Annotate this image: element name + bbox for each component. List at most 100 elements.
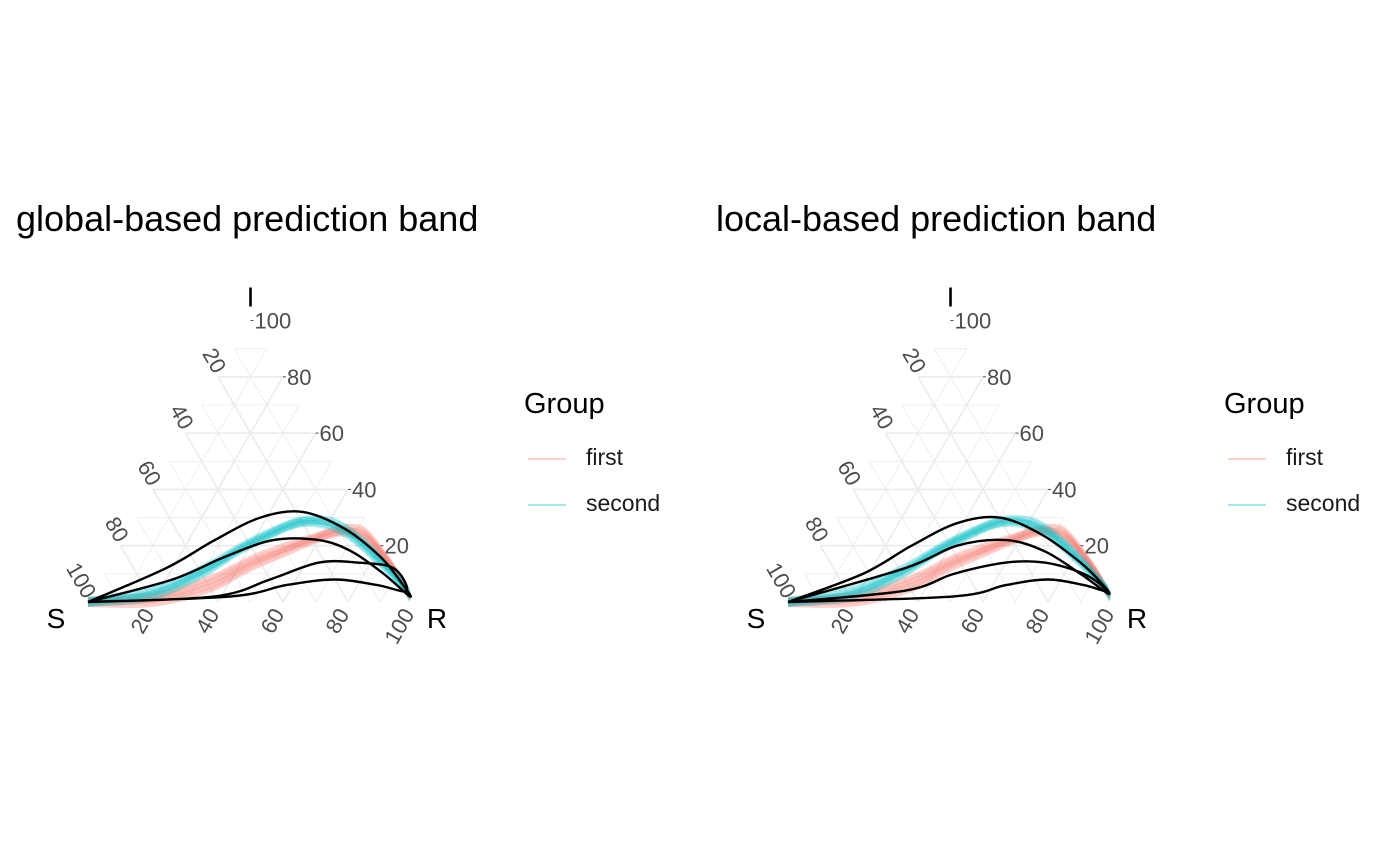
gridline-r [950, 461, 1033, 603]
tick-label-r: 20 [825, 604, 859, 638]
legend-label-second: second [1286, 490, 1361, 516]
gridline-r [185, 404, 300, 603]
tick-label-r: 60 [255, 604, 289, 638]
series-curve [87, 516, 411, 600]
gridline-r [250, 461, 333, 603]
legend-item-first: first [524, 444, 684, 474]
band-second [787, 515, 1111, 604]
tick-label-i: 60 [1020, 421, 1044, 446]
series-curve [87, 523, 411, 606]
gridline-s [836, 517, 886, 603]
gridline-r [347, 545, 382, 603]
gridline-r [315, 517, 365, 603]
series-curve [787, 530, 1108, 604]
tick-label-i: 80 [987, 365, 1011, 390]
series-curve [87, 531, 408, 605]
axis-label-left: S [47, 603, 66, 634]
gridline-r [120, 348, 268, 603]
legend-title: Group [524, 388, 605, 420]
series-curve [87, 529, 408, 603]
gridline-r [982, 489, 1049, 603]
tick-label-i: 80 [287, 365, 311, 390]
legend-item-first: first [1224, 444, 1384, 474]
series-curve [787, 516, 1111, 600]
tick-label-s: 20 [197, 344, 231, 378]
tick-label-r: 100 [1079, 604, 1119, 648]
gridline-r [1015, 517, 1065, 603]
series-curve [87, 528, 408, 601]
gridline-s [119, 545, 154, 603]
gridline-s [819, 545, 854, 603]
series-curve [87, 521, 410, 606]
legend-key-second [1228, 504, 1266, 506]
axis-label-right: R [1127, 603, 1147, 634]
tick-label-i: 100 [955, 309, 992, 334]
gridline-s [868, 461, 951, 603]
tick-label-r: 20 [125, 604, 159, 638]
tick-label-r: 40 [190, 604, 224, 638]
gridline-s [168, 461, 251, 603]
gridline-r [1047, 545, 1082, 603]
legend-item-second: second [1224, 490, 1384, 520]
series-curve [787, 523, 1111, 606]
tick-label-i: 100 [255, 309, 292, 334]
tick-label-r: 60 [955, 604, 989, 638]
series-curve [87, 526, 408, 600]
tick-label-s: 20 [897, 344, 931, 378]
chart-panel-local: local-based prediction band 20 20 20 40 40 40… [700, 0, 1400, 865]
series-curve [87, 522, 410, 608]
gridline-r [820, 348, 968, 603]
axis-label-right: R [427, 603, 447, 634]
tick-label-s: 40 [165, 400, 199, 434]
gridline-s [803, 573, 821, 603]
band-second [87, 510, 413, 604]
series-curve [87, 518, 411, 601]
tick-label-i: 40 [1052, 477, 1076, 502]
tick-label-s: 60 [832, 456, 866, 490]
legend: Group first second [524, 388, 660, 516]
tick-label-s: 40 [865, 400, 899, 434]
series-curve [87, 528, 411, 606]
tick-label-r: 40 [890, 604, 924, 638]
legend-item-second: second [524, 490, 684, 520]
legend-key-first [1228, 458, 1266, 460]
tick-label-r: 100 [379, 604, 419, 648]
series-curve [787, 529, 1108, 603]
tick-label-s: 80 [100, 513, 134, 547]
legend-label-first: first [586, 444, 624, 470]
series-curve [87, 525, 411, 602]
gridline-s [901, 404, 1016, 603]
gridlines [103, 348, 398, 603]
legend-label-first: first [1286, 444, 1324, 470]
gridline-s [852, 489, 919, 603]
series-curve [787, 524, 1111, 608]
chart-title: local-based prediction band [716, 198, 1157, 239]
legend-title: Group [1224, 388, 1305, 420]
gridlines [803, 348, 1098, 603]
tick-label-i: 40 [352, 477, 376, 502]
axis-labels: I S R [747, 282, 1147, 634]
series-curve [787, 528, 1108, 601]
axis-label-left: S [747, 603, 766, 634]
axis-label-top: I [947, 282, 955, 313]
prediction-bands [87, 510, 413, 604]
gridline-s [933, 348, 1081, 603]
gridline-s [103, 573, 121, 603]
tick-label-r: 80 [1020, 604, 1054, 638]
legend: Group first second [1224, 388, 1360, 516]
series-curve [787, 530, 1111, 607]
gridline-s [136, 517, 186, 603]
tick-label-s: 60 [132, 456, 166, 490]
tick-label-i: 20 [385, 534, 409, 559]
series-curve [87, 530, 408, 604]
series-curve [87, 530, 411, 607]
legend-key-second [528, 504, 566, 506]
chart-title: global-based prediction band [16, 198, 479, 239]
series-curve [87, 521, 411, 605]
series-curve [87, 523, 411, 601]
axis-label-top: I [247, 282, 255, 313]
series-curve [787, 531, 1108, 605]
legend-label-second: second [586, 490, 661, 516]
